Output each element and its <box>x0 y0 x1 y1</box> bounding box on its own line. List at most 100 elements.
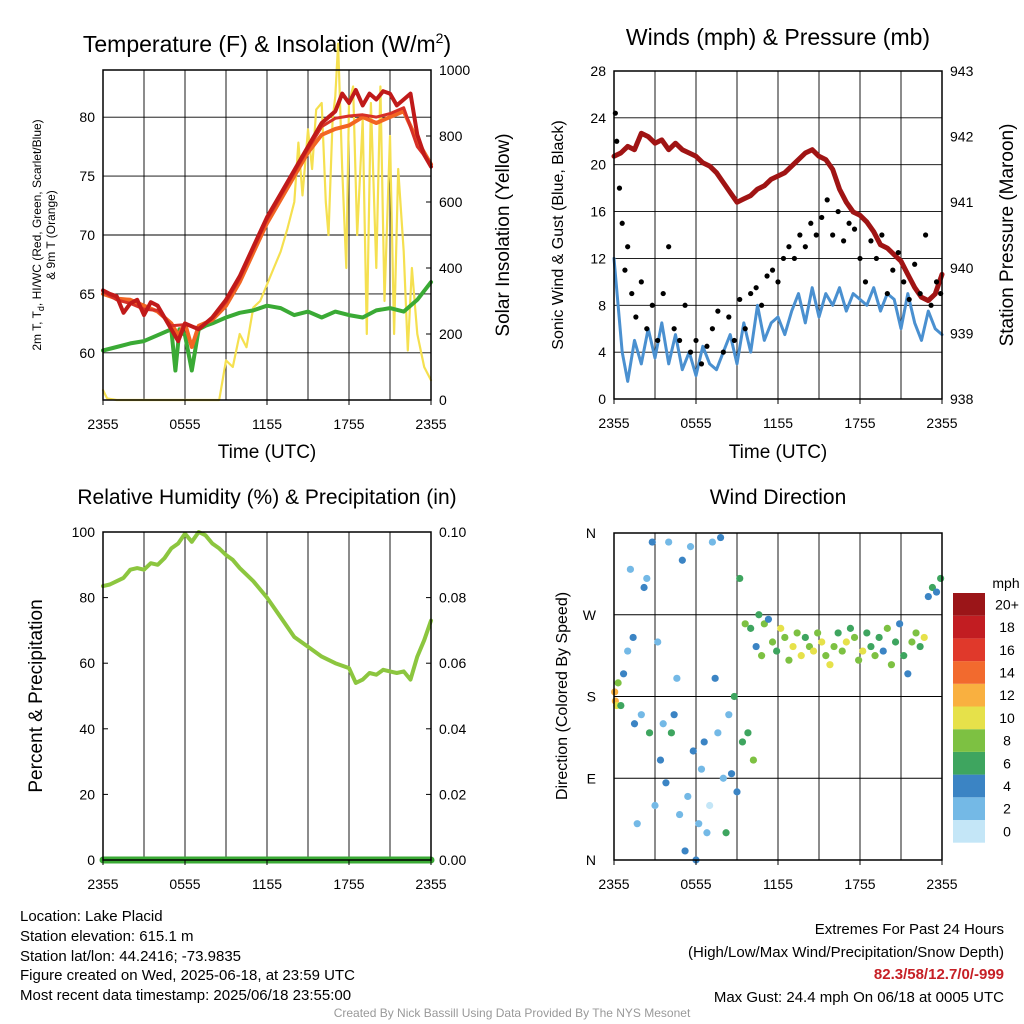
temperature-y-label-line1: 2m T, Td, HI/WC (Red, Green, Scarlet/Blu… <box>30 119 46 350</box>
gust-point <box>802 244 808 250</box>
direction-point <box>741 620 749 628</box>
gust-point <box>666 244 672 250</box>
gust-point <box>819 214 825 221</box>
direction-point <box>801 633 809 642</box>
direction-point <box>665 538 673 546</box>
y-tick-label-left: 28 <box>590 63 606 79</box>
direction-point <box>891 638 900 646</box>
series-line-td <box>101 280 433 373</box>
speed-legend-label: 0 <box>1003 823 1011 839</box>
speed-legend: 0 2 4 6 8 10 12 14 16 18 20+ <box>953 593 1019 843</box>
gust-point <box>808 220 814 226</box>
direction-point <box>755 611 763 619</box>
speed-legend-swatch <box>953 751 985 775</box>
direction-point <box>830 642 838 651</box>
speed-legend-label: 20+ <box>995 596 1019 612</box>
gust-point <box>841 238 847 244</box>
gust-point <box>715 308 721 314</box>
direction-point <box>626 565 635 573</box>
direction-point <box>859 647 867 655</box>
speed-legend-swatch <box>953 706 985 730</box>
wind-x-label: Time (UTC) <box>729 442 828 463</box>
direction-point <box>651 801 659 810</box>
direction-point <box>633 820 641 828</box>
gust-point <box>644 326 650 332</box>
direction-point <box>656 756 665 764</box>
direction-point <box>773 647 781 655</box>
gust-point <box>625 244 631 250</box>
x-tick-label: 2355 <box>926 415 957 431</box>
direction-point <box>842 638 850 646</box>
y-tick-label-left: 20 <box>79 786 95 802</box>
gust-point <box>862 279 869 285</box>
direction-point <box>883 624 891 632</box>
footer-latlon: Station lat/lon: 44.2416; -73.9835 <box>20 948 242 965</box>
y-tick-label-left: 70 <box>79 227 95 243</box>
direction-point <box>722 829 730 837</box>
gust-point <box>731 337 737 344</box>
direction-point <box>900 652 908 660</box>
direction-point <box>871 652 879 660</box>
gust-point <box>687 349 694 355</box>
speed-legend-swatch <box>953 593 985 616</box>
y-tick-label-left: 80 <box>79 109 95 125</box>
direction-point <box>700 738 708 746</box>
pressure-y-label: Station Pressure (Maroon) <box>997 124 1018 347</box>
rh-y-label: Percent & Precipitation <box>26 599 47 792</box>
rh-ticks: 0 0.00 20 0.02 40 0.04 60 0.06 80 0.08 100 0.10 2355… <box>72 524 467 892</box>
gust-point <box>868 238 874 244</box>
series-line-2m-t <box>101 88 433 344</box>
direction-point <box>752 642 760 651</box>
gust-point <box>873 255 880 262</box>
series-line-solar-insolation <box>101 42 433 402</box>
gust-point <box>638 279 644 285</box>
station-pressure-line <box>611 130 945 304</box>
direction-point <box>645 729 654 737</box>
direction-title: Wind Direction <box>710 486 847 509</box>
direction-point <box>648 538 656 546</box>
y-tick-label-left: 16 <box>590 204 606 220</box>
gust-point <box>786 244 792 250</box>
gust-point <box>704 343 710 349</box>
gust-point <box>775 279 781 285</box>
y-tick-label-right: 200 <box>439 326 463 342</box>
direction-point <box>822 652 830 660</box>
direction-point <box>809 647 818 655</box>
direction-point <box>697 765 706 773</box>
gust-point <box>791 255 798 262</box>
extremes-title: Extremes For Past 24 Hours <box>814 921 1004 938</box>
direction-point <box>689 747 697 755</box>
speed-legend-swatch <box>953 661 985 684</box>
direction-point <box>736 574 744 583</box>
speed-legend-swatch <box>953 729 985 752</box>
direction-point <box>937 574 945 583</box>
gust-point <box>622 267 628 273</box>
x-tick-label: 1155 <box>763 876 793 892</box>
wind-grid <box>614 70 942 400</box>
credit-line: Created By Nick Bassill Using Data Provi… <box>333 1006 691 1020</box>
direction-point <box>684 792 692 801</box>
direction-point <box>711 674 719 682</box>
direction-point <box>793 629 801 637</box>
y-tick-label-left: 60 <box>79 655 95 671</box>
y-tick-label-right: 0.10 <box>439 524 466 540</box>
y-tick-label-right: 400 <box>439 260 463 276</box>
gust-point <box>616 185 623 191</box>
direction-point <box>789 642 797 651</box>
x-tick-label: 2355 <box>598 415 629 431</box>
direction-point <box>768 638 777 646</box>
temperature-x-label: Time (UTC) <box>218 442 317 463</box>
direction-point <box>725 711 733 719</box>
direction-series <box>611 533 945 864</box>
gust-point <box>619 220 625 226</box>
y-tick-label-left: 60 <box>79 345 95 361</box>
gust-point <box>923 232 929 238</box>
x-tick-label: 1755 <box>333 876 364 892</box>
sonic-wind-line <box>612 256 944 383</box>
wind-series <box>611 110 945 383</box>
direction-point <box>670 711 678 719</box>
gust-point <box>890 267 896 273</box>
direction-point <box>727 770 736 778</box>
y-tick-label-left: 12 <box>590 250 606 266</box>
gust-point <box>933 279 940 285</box>
